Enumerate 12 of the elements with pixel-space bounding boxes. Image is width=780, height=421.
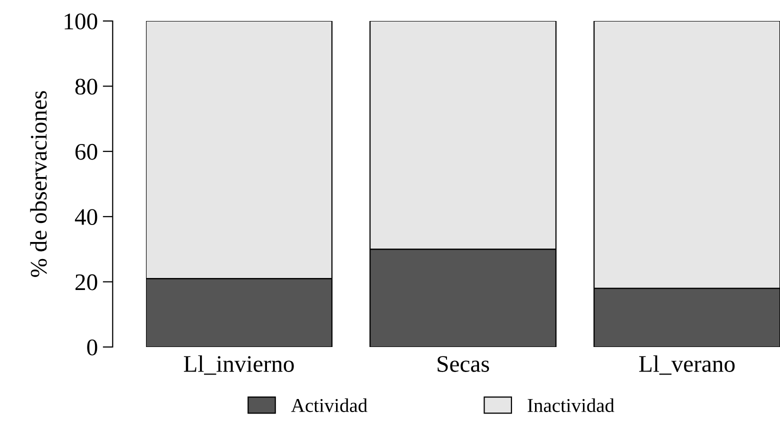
legend-label: Inactividad — [528, 398, 614, 412]
x-tick-label: Ll_invierno — [184, 355, 294, 375]
y-tick-label: 100 — [64, 13, 98, 30]
y-tick-label: 40 — [74, 209, 98, 226]
y-axis-title: % de observaciones — [30, 91, 47, 277]
y-tick-label: 20 — [76, 274, 98, 290]
y-tick-label: 80 — [75, 78, 98, 95]
y-tick-label: 60 — [75, 144, 98, 160]
x-tick-label: Ll_verano — [639, 355, 735, 375]
x-tick-label: Secas — [438, 356, 490, 372]
legend-label: Actividad — [291, 398, 368, 412]
y-tick-label: 0 — [87, 339, 98, 356]
